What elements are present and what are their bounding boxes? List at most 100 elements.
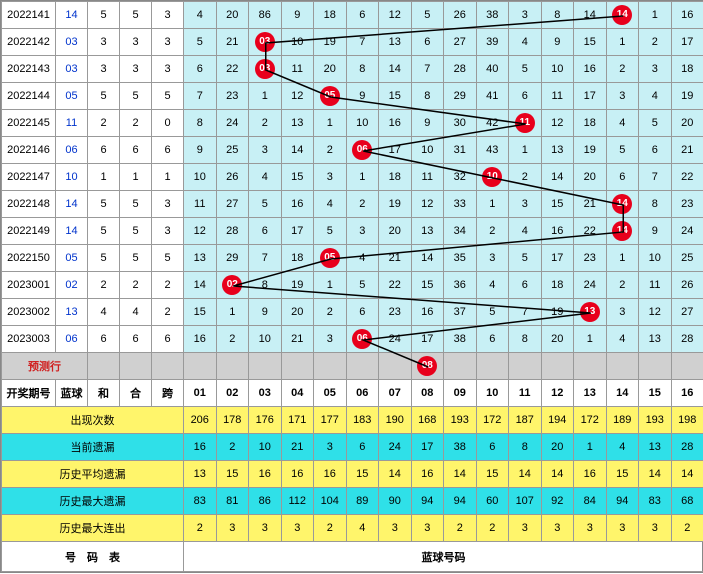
- grid-cell: 23: [671, 191, 703, 218]
- grid-cell: 39: [476, 29, 509, 56]
- stat-cell: 3: [314, 434, 347, 461]
- grid-cell: 22: [671, 164, 703, 191]
- hit-ball: 14: [612, 221, 632, 241]
- stat-cell: 2: [216, 434, 249, 461]
- grid-cell: 19: [379, 191, 412, 218]
- hit-ball: 06: [352, 329, 372, 349]
- grid-cell: 6: [346, 299, 379, 326]
- hdr-num: 09: [444, 380, 477, 407]
- grid-cell: 3: [639, 56, 672, 83]
- grid-cell: 05: [314, 83, 347, 110]
- grid-cell: 02: [216, 272, 249, 299]
- grid-cell: 14: [606, 191, 639, 218]
- grid-cell: 06: [346, 326, 379, 353]
- grid-cell: 42: [476, 110, 509, 137]
- period-cell: 2022142: [2, 29, 56, 56]
- stat-cell: 60: [476, 488, 509, 515]
- stat-cell: 15: [606, 461, 639, 488]
- sum-cell: 1: [88, 164, 120, 191]
- predict-blank: [120, 353, 152, 380]
- predict-cell: [184, 353, 217, 380]
- grid-cell: 23: [379, 299, 412, 326]
- span-cell: 2: [152, 299, 184, 326]
- stat-cell: 3: [281, 515, 314, 542]
- stat-cell: 4: [606, 434, 639, 461]
- span-cell: 0: [152, 110, 184, 137]
- grid-cell: 19: [574, 137, 607, 164]
- grid-cell: 21: [671, 137, 703, 164]
- grid-cell: 10: [639, 245, 672, 272]
- grid-cell: 86: [249, 2, 282, 29]
- stat-cell: 94: [411, 488, 444, 515]
- grid-cell: 6: [411, 29, 444, 56]
- data-row: 2022141145534208691861252638381414116: [2, 2, 703, 29]
- blue-ball-cell: 06: [56, 137, 88, 164]
- grid-cell: 11: [541, 83, 574, 110]
- blue-ball-cell: 05: [56, 245, 88, 272]
- grid-cell: 8: [184, 110, 217, 137]
- grid-cell: 7: [509, 299, 542, 326]
- blue-ball-cell: 06: [56, 326, 88, 353]
- hdr-num: 11: [509, 380, 542, 407]
- stat-cell: 194: [541, 407, 574, 434]
- stat-cell: 83: [184, 488, 217, 515]
- period-cell: 2022147: [2, 164, 56, 191]
- span-cell: 3: [152, 2, 184, 29]
- predict-cell: [216, 353, 249, 380]
- grid-cell: 14: [379, 56, 412, 83]
- grid-cell: 2: [606, 272, 639, 299]
- grid-cell: 18: [671, 56, 703, 83]
- hdr-num: 01: [184, 380, 217, 407]
- grid-cell: 2: [216, 326, 249, 353]
- grid-cell: 3: [346, 218, 379, 245]
- grid-cell: 12: [379, 2, 412, 29]
- data-row: 2022144055557231120591582941611173419: [2, 83, 703, 110]
- stat-cell: 2: [671, 515, 703, 542]
- hit-ball: 11: [515, 113, 535, 133]
- span-cell: 6: [152, 326, 184, 353]
- stat-cell: 89: [346, 488, 379, 515]
- grid-cell: 11: [184, 191, 217, 218]
- stat-cell: 168: [411, 407, 444, 434]
- stat-cell: 178: [216, 407, 249, 434]
- grid-cell: 11: [411, 164, 444, 191]
- hdr-num: 14: [606, 380, 639, 407]
- grid-cell: 7: [346, 29, 379, 56]
- stat-cell: 171: [281, 407, 314, 434]
- predict-row: 预测行08: [2, 353, 703, 380]
- grid-cell: 36: [444, 272, 477, 299]
- grid-cell: 24: [216, 110, 249, 137]
- grid-cell: 6: [509, 83, 542, 110]
- stat-row: 历史最大连出2333243322333332: [2, 515, 703, 542]
- grid-cell: 20: [541, 326, 574, 353]
- data-row: 20221451122082421311016930421112184520: [2, 110, 703, 137]
- stat-cell: 14: [509, 461, 542, 488]
- stat-cell: 104: [314, 488, 347, 515]
- grid-cell: 3: [314, 164, 347, 191]
- grid-cell: 27: [671, 299, 703, 326]
- stat-cell: 13: [184, 461, 217, 488]
- hit-ball: 03: [255, 59, 275, 79]
- stat-cell: 3: [216, 515, 249, 542]
- grid-cell: 2: [606, 56, 639, 83]
- grid-cell: 8: [509, 326, 542, 353]
- grid-cell: 22: [379, 272, 412, 299]
- stat-label: 出现次数: [2, 407, 184, 434]
- grid-cell: 16: [379, 110, 412, 137]
- grid-cell: 5: [184, 29, 217, 56]
- stat-cell: 20: [541, 434, 574, 461]
- grid-cell: 2: [314, 299, 347, 326]
- grid-cell: 1: [346, 164, 379, 191]
- blue-ball-cell: 14: [56, 191, 88, 218]
- grid-cell: 4: [314, 191, 347, 218]
- predict-hit-ball: 08: [417, 356, 437, 376]
- grid-cell: 11: [509, 110, 542, 137]
- grid-cell: 3: [476, 245, 509, 272]
- span-cell: 5: [152, 83, 184, 110]
- stat-cell: 3: [574, 515, 607, 542]
- stat-cell: 3: [639, 515, 672, 542]
- predict-cell: [509, 353, 542, 380]
- span-cell: 2: [152, 272, 184, 299]
- grid-cell: 03: [249, 29, 282, 56]
- grid-cell: 8: [541, 2, 574, 29]
